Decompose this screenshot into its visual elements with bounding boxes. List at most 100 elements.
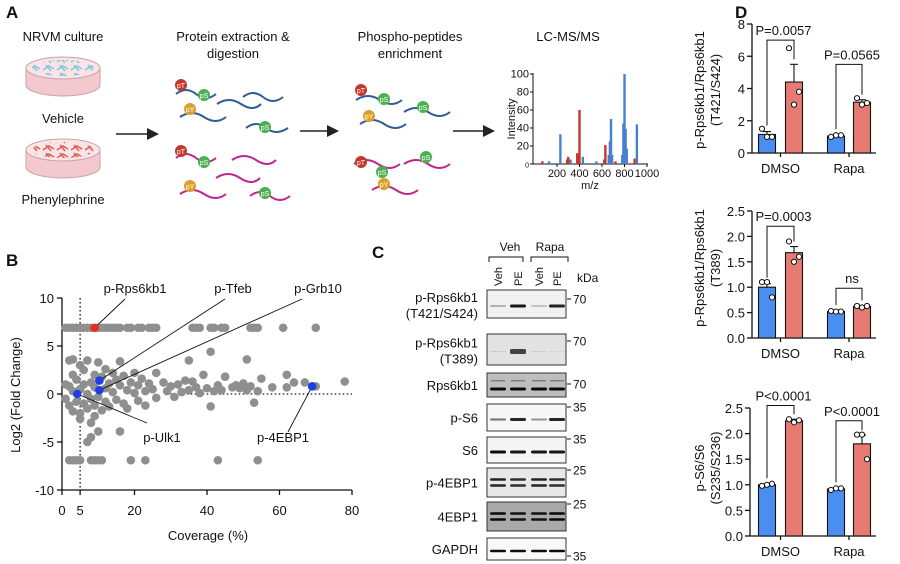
protein-band — [549, 484, 565, 487]
spectrum-y-tick-label: 40 — [517, 123, 529, 135]
scatter-point — [75, 455, 85, 465]
y-tick-label: 6 — [738, 49, 745, 64]
protein-band — [550, 380, 564, 382]
protein-band — [531, 387, 547, 391]
data-point — [832, 485, 840, 492]
spectrum-y-label: Intensity — [506, 98, 518, 139]
spectrum-peak — [578, 110, 581, 164]
scatter-point — [340, 377, 350, 386]
protein-band — [490, 351, 506, 352]
tag-pS: pS — [422, 155, 431, 162]
tag-pT: pT — [177, 149, 186, 156]
scatter-point — [151, 393, 161, 403]
scatter-point — [141, 386, 150, 396]
scatter-point — [199, 370, 208, 380]
highlighted-point-label: p-Grb10 — [294, 281, 342, 296]
protein-band — [491, 380, 505, 382]
y-tick-label: 2.5 — [727, 204, 745, 219]
y-tick-label: 8 — [738, 17, 745, 32]
blot-row-label: p-S6 — [451, 411, 478, 426]
y-tick-label: 2 — [738, 114, 745, 129]
protein-band — [531, 305, 547, 307]
scatter-x-tick-label: 20 — [127, 503, 141, 518]
scatter-x-tick-label: 60 — [272, 503, 286, 518]
tag-pY: pY — [186, 107, 195, 114]
protein-band — [549, 387, 565, 391]
scatter-point — [220, 372, 230, 382]
significance-bracket — [835, 63, 863, 130]
scatter-point — [220, 323, 230, 333]
protein-band — [510, 512, 526, 515]
spectrum-y-tick-label: 0 — [525, 163, 529, 170]
data-point — [863, 99, 871, 107]
spectrum-x-tick-label: 600 — [593, 168, 611, 180]
spectrum-peak — [609, 119, 613, 164]
data-point — [832, 132, 840, 139]
p-value-label: P<0.0001 — [824, 404, 880, 419]
step-extraction-title-line2: digestion — [207, 46, 259, 61]
protein-band — [531, 351, 547, 352]
y-tick-label: 1.5 — [727, 255, 745, 270]
protein-band — [532, 380, 546, 382]
spectrum-y-tick-label: 100 — [511, 69, 529, 81]
category-label: Rapa — [833, 346, 865, 361]
data-point — [795, 88, 803, 95]
group-bracket — [488, 256, 524, 262]
petri-dish-phenylephrine-icon — [25, 138, 101, 179]
protein-band — [531, 518, 547, 521]
scatter-point — [170, 392, 179, 402]
blot-image — [486, 333, 567, 366]
blot-image — [486, 501, 567, 532]
y-tick-label: 4 — [738, 82, 745, 97]
mw-marker-label: 70 — [573, 293, 587, 307]
scatter-point — [122, 385, 132, 395]
petri-dish-vehicle-icon — [25, 56, 101, 97]
blot-image — [486, 467, 567, 498]
scatter-point — [75, 414, 85, 424]
scatter-point — [166, 382, 176, 391]
y-tick-label: 1.5 — [725, 452, 743, 467]
scatter-point — [122, 404, 132, 413]
highlighted-point — [90, 323, 99, 333]
scatter-point — [93, 358, 103, 367]
p-value-label: P=0.0565 — [824, 47, 880, 62]
blot-row-label: p-4EBP1 — [426, 476, 478, 491]
scatter-point — [195, 323, 205, 333]
highlighted-point — [72, 389, 82, 399]
spectrum-peak — [633, 158, 636, 164]
panel-label-b: B — [6, 251, 18, 270]
p-value-label: ns — [845, 271, 859, 286]
protein-band — [549, 418, 565, 421]
lane-label: PE — [552, 271, 564, 286]
category-label: DMSO — [761, 161, 800, 176]
blot-image — [486, 537, 567, 561]
kda-label: kDa — [577, 271, 599, 285]
spectrum-peak — [623, 74, 626, 164]
protein-band — [531, 484, 547, 487]
group-label-veh: Veh — [500, 240, 521, 254]
spectrum-peak — [569, 159, 572, 164]
panel-label-d: D — [735, 3, 747, 22]
annotation-leader-line — [99, 298, 303, 391]
mw-marker-label: 35 — [573, 550, 587, 564]
spectrum-peak — [610, 155, 614, 164]
blot-row-label: GAPDH — [432, 542, 478, 557]
scatter-point — [86, 418, 96, 428]
bar — [852, 101, 872, 154]
scatter-point — [148, 384, 157, 394]
data-point — [763, 279, 771, 286]
tag-pS: pS — [261, 191, 270, 198]
scatter-point — [115, 381, 125, 390]
spectrum-peak — [624, 128, 627, 164]
protein-band — [549, 478, 565, 481]
scatter-point — [104, 379, 114, 388]
spectrum-peak — [635, 124, 639, 164]
data-point — [758, 125, 766, 132]
scatter-point — [61, 394, 70, 404]
lane-label: Veh — [534, 267, 546, 286]
lane-label: Veh — [493, 267, 505, 286]
tag-pS: pS — [378, 170, 387, 177]
scatter-point — [180, 376, 190, 385]
spectrum-peak — [595, 161, 598, 164]
blot-row: p-Rps6kb1(T421/S424) 70 — [406, 289, 587, 321]
